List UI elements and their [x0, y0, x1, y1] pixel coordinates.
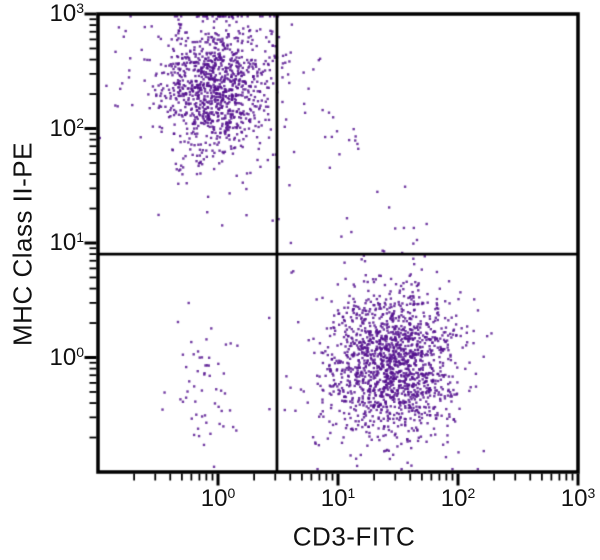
x-tick-label-10e3: 103 [560, 485, 596, 512]
y-tick-label-10e1: 101 [49, 229, 85, 256]
y-tick-label-10e0: 100 [49, 343, 85, 371]
y-tick-label-10e2: 102 [49, 114, 85, 142]
y-tick-label-10e3: 103 [49, 0, 85, 27]
x-tick-label-10e0: 100 [200, 485, 236, 512]
x-tick-label-10e1: 101 [320, 485, 356, 512]
x-tick-label-10e2: 102 [440, 485, 476, 512]
x-axis-title: CD3-FITC [292, 521, 416, 552]
